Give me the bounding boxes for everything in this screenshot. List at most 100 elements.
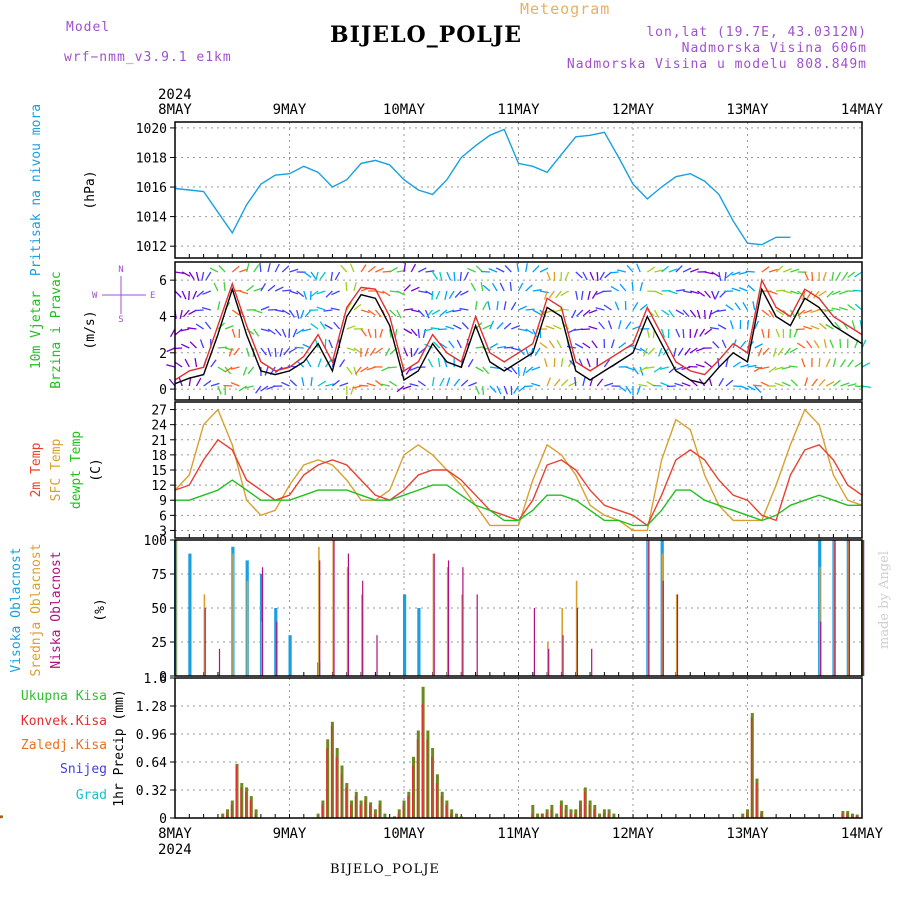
wind-arrow bbox=[499, 282, 505, 292]
wind-arrow bbox=[761, 309, 770, 317]
wind-arrow bbox=[840, 382, 850, 387]
wind-arrow bbox=[818, 378, 826, 387]
precip-bar-conv bbox=[550, 809, 552, 819]
wind-arrow bbox=[315, 271, 319, 281]
wind-arrow bbox=[823, 339, 827, 349]
pressure-panel bbox=[174, 121, 863, 259]
wind-arrow bbox=[690, 379, 698, 387]
wind-arrow bbox=[224, 324, 234, 330]
wind-arrow bbox=[461, 322, 469, 330]
wind-arrow bbox=[788, 365, 798, 368]
wind-arrow bbox=[217, 385, 222, 395]
wind-arrow bbox=[614, 301, 620, 311]
wind-arrow bbox=[768, 309, 775, 318]
wind-arrow bbox=[732, 339, 737, 349]
wind-arrow bbox=[625, 366, 635, 371]
wind-arrow bbox=[801, 358, 806, 368]
wind-arrow bbox=[405, 366, 412, 375]
cloud-bar-mid bbox=[833, 540, 835, 676]
wind-arrow bbox=[353, 303, 362, 311]
wind-arrow bbox=[195, 377, 202, 387]
wind-arrow bbox=[739, 340, 747, 349]
wind-arrow bbox=[596, 378, 604, 387]
wind-arrow bbox=[631, 281, 634, 292]
wind-arrow bbox=[607, 320, 613, 330]
wind-arrow bbox=[496, 322, 504, 330]
precip-bar-conv bbox=[364, 800, 366, 818]
wind-arrow bbox=[231, 309, 240, 316]
wind-arrow bbox=[658, 347, 663, 357]
wind-arrow bbox=[738, 286, 748, 292]
wind-arrow bbox=[218, 265, 226, 273]
precip-ylabel: 1hr Precip (mm) bbox=[112, 689, 127, 806]
wind-arrow bbox=[574, 343, 584, 349]
wind-arrow bbox=[452, 309, 462, 313]
wind-arrow bbox=[553, 357, 556, 368]
wind-arrow bbox=[647, 347, 655, 355]
cloud-bar-low bbox=[863, 540, 865, 676]
cloud-bar-low bbox=[576, 608, 578, 676]
wind-arrow bbox=[595, 307, 605, 311]
wind-arrow bbox=[459, 307, 469, 311]
y-tick-label: 2 bbox=[159, 347, 167, 362]
wind-arrow bbox=[761, 266, 770, 273]
wind-arrow bbox=[410, 328, 418, 337]
wind-arrow bbox=[636, 263, 641, 273]
wind-arrow bbox=[747, 284, 756, 292]
cloud-bar-mid bbox=[547, 642, 549, 676]
wind-arrow bbox=[740, 364, 750, 368]
wind-arrow bbox=[825, 358, 831, 368]
cloud-unit: (%) bbox=[93, 598, 108, 621]
wind-arrow bbox=[491, 282, 498, 292]
precip-bar-conv bbox=[378, 804, 381, 818]
wind-arrow bbox=[806, 340, 813, 349]
wind-arrow bbox=[267, 263, 271, 273]
wind-arrow bbox=[267, 284, 276, 292]
wind-arrow bbox=[339, 359, 346, 368]
wind-arrow bbox=[638, 383, 648, 387]
wind-arrow bbox=[210, 382, 220, 387]
wind-arrow bbox=[456, 339, 462, 349]
cloud-bar-low bbox=[362, 580, 364, 676]
cloud-bar-mid bbox=[661, 553, 664, 676]
wind-arrow bbox=[359, 384, 369, 387]
wind-arrow bbox=[181, 271, 191, 277]
y-tick-label: 1018 bbox=[136, 151, 167, 166]
wind-arrow bbox=[586, 358, 591, 368]
wind-arrow bbox=[729, 320, 734, 330]
lonlat-label: lon,lat (19.7E, 43.0312N) bbox=[646, 25, 867, 40]
wind-arrow bbox=[775, 328, 781, 338]
cloud-bar-high bbox=[403, 594, 407, 676]
wind-arrow bbox=[768, 290, 778, 295]
wind-arrow bbox=[531, 366, 541, 371]
wind-arrow bbox=[323, 309, 333, 312]
wind-arrow bbox=[768, 366, 777, 373]
cloud-bar-low bbox=[820, 621, 822, 676]
wind-arrow bbox=[682, 328, 685, 339]
wind-arrow bbox=[747, 385, 756, 391]
wind-arrow bbox=[410, 347, 413, 358]
wind-arrow bbox=[847, 271, 856, 279]
precip-bar-conv bbox=[559, 804, 562, 818]
wind-arrow bbox=[387, 366, 397, 369]
wind-arrow bbox=[410, 263, 417, 273]
wind-arrow bbox=[403, 284, 411, 292]
y-tick-label: 1.28 bbox=[136, 700, 167, 715]
wind-arrow bbox=[697, 290, 706, 297]
wind-arrow bbox=[596, 271, 599, 282]
wind-arrow bbox=[503, 322, 512, 330]
wind-arrow bbox=[389, 266, 398, 273]
wind-arrow bbox=[288, 328, 291, 339]
wind-arrow bbox=[704, 271, 714, 275]
wind-arrow bbox=[410, 286, 420, 292]
wind-arrow bbox=[653, 309, 660, 319]
wind-arrow bbox=[576, 309, 584, 317]
wind-arrow bbox=[732, 361, 741, 368]
precip-legend-item: Zaledj.Kisa bbox=[21, 738, 107, 753]
wind-arrow bbox=[267, 347, 272, 357]
wind-arrow bbox=[639, 282, 644, 292]
wind-arrow bbox=[783, 290, 793, 294]
wind-arrow bbox=[194, 309, 204, 312]
precip-bar-conv bbox=[402, 804, 404, 818]
